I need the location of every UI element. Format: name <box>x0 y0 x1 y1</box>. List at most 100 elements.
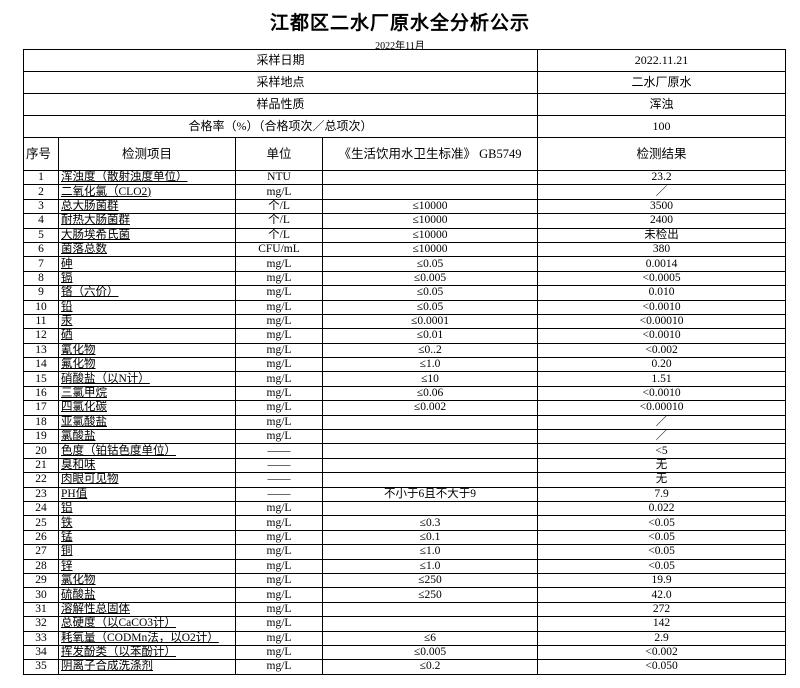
meta-label: 合格率（%）（合格项次／总项次） <box>22 115 539 138</box>
test-item: 亚氯酸盐 <box>58 414 236 431</box>
test-result: 0.20 <box>537 357 787 373</box>
unit: mg/L <box>235 342 323 359</box>
header-standard: 《生活饮用水卫生标准》 GB5749 <box>321 137 539 171</box>
unit: mg/L <box>235 184 323 200</box>
unit: mg/L <box>235 644 323 661</box>
test-result: <0.00010 <box>537 313 787 330</box>
header-unit: 单位 <box>235 137 323 171</box>
test-result: <0.002 <box>537 342 787 359</box>
test-item: 铅 <box>58 299 236 315</box>
analysis-table: 采样日期 2022.11.21 采样地点 二水厂原水 样品性质 浑浊 合格率（%… <box>22 49 787 675</box>
unit: mg/L <box>235 601 323 618</box>
test-item: 铬（六价） <box>58 285 236 301</box>
test-result: 7.9 <box>537 486 787 502</box>
test-result: 2400 <box>537 213 787 229</box>
row-number: 14 <box>23 357 59 373</box>
standard-limit: ≤1.0 <box>321 558 539 574</box>
unit: mg/L <box>235 529 323 546</box>
table-row: 8 镉 mg/L ≤0.005 <0.0005 <box>23 270 787 287</box>
unit: mg/L <box>235 572 323 589</box>
table-row: 4 耐热大肠菌群 个/L ≤10000 2400 <box>23 213 787 229</box>
test-result: <0.0005 <box>537 270 787 287</box>
test-item: 耐热大肠菌群 <box>58 213 236 229</box>
row-number: 29 <box>23 572 59 589</box>
table-row: 29 氯化物 mg/L ≤250 19.9 <box>23 572 787 589</box>
test-item: 色度（铂钴色度单位） <box>58 443 236 459</box>
row-number: 5 <box>23 227 59 243</box>
table-row: 28 锌 mg/L ≤1.0 <0.05 <box>23 558 787 574</box>
test-item: 硒 <box>58 328 236 344</box>
test-item: 四氯化碳 <box>58 400 236 416</box>
test-item: 肉眼可见物 <box>58 472 236 488</box>
meta-label: 采样地点 <box>22 71 539 94</box>
table-row: 25 铁 mg/L ≤0.3 <0.05 <box>23 515 787 531</box>
standard-limit: ≤0.05 <box>321 285 539 301</box>
table-row: 14 氟化物 mg/L ≤1.0 0.20 <box>23 357 787 373</box>
page-subtitle: 2022年11月 <box>375 41 425 52</box>
header-no: 序号 <box>23 137 59 171</box>
row-number: 2 <box>23 184 59 200</box>
test-result: 1.51 <box>537 371 787 387</box>
row-number: 35 <box>23 659 59 675</box>
test-result: <0.05 <box>537 544 787 560</box>
row-number: 12 <box>23 328 59 344</box>
row-number: 30 <box>23 587 59 603</box>
standard-limit: ≤250 <box>321 572 539 589</box>
table-row: 12 硒 mg/L ≤0.01 <0.0010 <box>23 328 787 344</box>
row-number: 9 <box>23 285 59 301</box>
test-item: 挥发酚类（以苯酚计） <box>58 644 236 661</box>
row-number: 32 <box>23 616 59 632</box>
row-number: 8 <box>23 270 59 287</box>
table-row: 13 氰化物 mg/L ≤0..2 <0.002 <box>23 342 787 359</box>
standard-limit <box>321 457 539 474</box>
test-item: 阴离子合成洗涤剂 <box>58 659 236 675</box>
table-row: 9 铬（六价） mg/L ≤0.05 0.010 <box>23 285 787 301</box>
standard-limit: ≤0.005 <box>321 270 539 287</box>
standard-limit <box>321 472 539 488</box>
row-number: 24 <box>23 500 59 517</box>
standard-limit: ≤10000 <box>321 241 539 258</box>
unit: mg/L <box>235 285 323 301</box>
test-result: 无 <box>537 472 787 488</box>
test-result: ／ <box>537 414 787 431</box>
unit: mg/L <box>235 500 323 517</box>
standard-limit: ≤0.3 <box>321 515 539 531</box>
test-result: <0.05 <box>537 558 787 574</box>
table-row: 1 浑浊度（散射浊度单位） NTU 23.2 <box>23 169 787 186</box>
row-number: 31 <box>23 601 59 618</box>
unit: mg/L <box>235 558 323 574</box>
unit: 个/L <box>235 198 323 215</box>
test-item: 二氧化氯（CLO2) <box>58 184 236 200</box>
unit: mg/L <box>235 299 323 315</box>
unit: —— <box>235 472 323 488</box>
test-result: <0.002 <box>537 644 787 661</box>
meta-value: 二水厂原水 <box>537 71 787 94</box>
row-number: 6 <box>23 241 59 258</box>
standard-limit: ≤1.0 <box>321 544 539 560</box>
unit: 个/L <box>235 227 323 243</box>
meta-row-pass-rate: 合格率（%）（合格项次／总项次） 100 <box>22 115 787 138</box>
unit: —— <box>235 443 323 459</box>
test-item: 氯化物 <box>58 572 236 589</box>
table-row: 23 PH值 —— 不小于6且不大于9 7.9 <box>23 486 787 502</box>
test-result: 未检出 <box>537 227 787 243</box>
standard-limit: ≤0.05 <box>321 299 539 315</box>
table-row: 7 砷 mg/L ≤0.05 0.0014 <box>23 256 787 272</box>
row-number: 1 <box>23 169 59 186</box>
test-item: 总大肠菌群 <box>58 198 236 215</box>
meta-row-sample-nature: 样品性质 浑浊 <box>22 93 787 116</box>
row-number: 27 <box>23 544 59 560</box>
standard-limit: ≤0.05 <box>321 256 539 272</box>
test-item: 锰 <box>58 529 236 546</box>
test-item: 三氯甲烷 <box>58 385 236 402</box>
test-result: ／ <box>537 184 787 200</box>
test-item: 硝酸盐（以N计） <box>58 371 236 387</box>
table-row: 20 色度（铂钴色度单位） —— <5 <box>23 443 787 459</box>
unit: mg/L <box>235 385 323 402</box>
row-number: 26 <box>23 529 59 546</box>
table-row: 17 四氯化碳 mg/L ≤0.002 <0.00010 <box>23 400 787 416</box>
test-result: <0.0010 <box>537 328 787 344</box>
row-number: 3 <box>23 198 59 215</box>
row-number: 25 <box>23 515 59 531</box>
unit: mg/L <box>235 587 323 603</box>
